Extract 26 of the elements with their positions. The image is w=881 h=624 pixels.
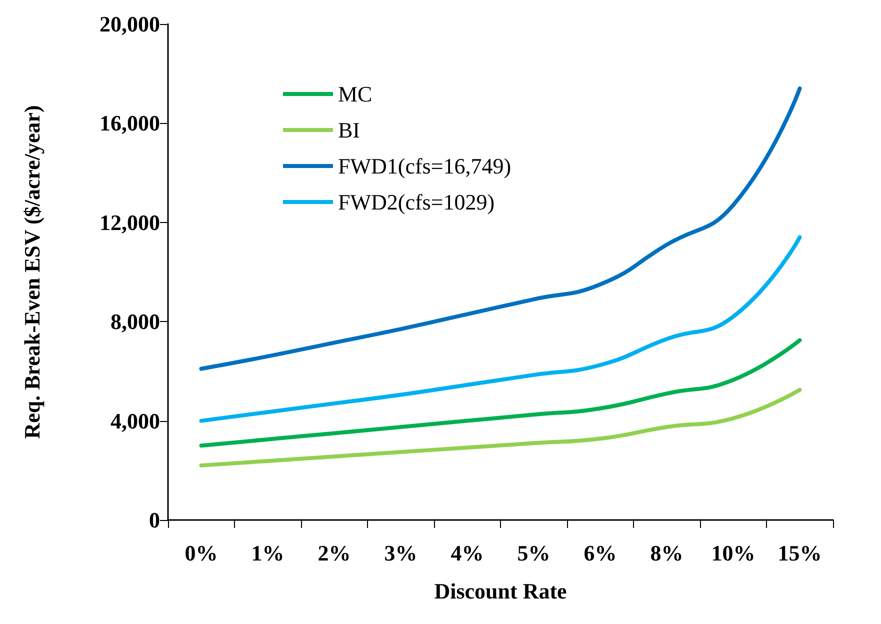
x-tick-label: 6%	[584, 540, 617, 566]
y-tick-label: 4,000	[110, 408, 160, 434]
y-tick-label: 8,000	[110, 309, 160, 334]
x-tick-label: 0%	[184, 540, 218, 566]
y-tick-label: 16,000	[100, 110, 160, 136]
line-series	[199, 235, 802, 423]
x-axis-title: Discount Rate	[434, 578, 568, 604]
legend-label: FWD1(cfs=16,749)	[338, 154, 512, 178]
x-tick-label: 1%	[251, 540, 284, 566]
line-series	[199, 388, 802, 468]
y-tick-label: 12,000	[100, 210, 160, 235]
y-tick-label: 20,000	[100, 12, 160, 36]
legend-label: BI	[338, 118, 360, 142]
x-tick-label: 8%	[650, 540, 684, 566]
legend-label: MC	[338, 82, 372, 106]
x-tick-label: 15%	[778, 540, 822, 566]
line-series	[199, 338, 802, 448]
x-tick-label: 2%	[318, 540, 351, 566]
line-series	[199, 86, 802, 371]
x-tick-label: 10%	[711, 540, 756, 566]
x-tick-label: 4%	[450, 540, 484, 566]
x-tick-label: 3%	[384, 540, 418, 566]
y-axis-title: Req. Break-Even ESV ($/acre/year)	[20, 105, 44, 439]
x-tick-label: 5%	[517, 540, 550, 566]
legend-label: FWD2(cfs=1029)	[338, 190, 495, 214]
y-tick-label: 0	[149, 508, 160, 532]
